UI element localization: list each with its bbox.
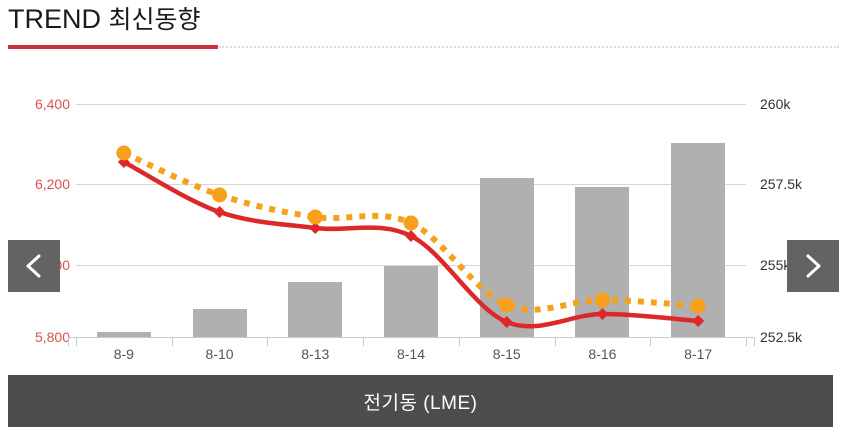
x-axis-tick [267, 338, 269, 346]
y-axis-right-tick: 255k [760, 257, 791, 273]
x-axis-tick [76, 338, 77, 346]
bar-8-13[interactable] [288, 282, 343, 338]
x-axis-label-8-16: 8-16 [588, 346, 617, 362]
footer-label: 전기동 (LME) [363, 392, 478, 414]
x-axis-label-8-13: 8-13 [301, 346, 330, 362]
page-title: TREND 최신동향 [8, 2, 201, 37]
title-dotted-divider [219, 46, 839, 48]
chart-header: TREND 최신동향 [0, 0, 841, 52]
x-axis-label-8-14: 8-14 [396, 346, 426, 362]
y-axis-left-tick: 6,400 [34, 96, 70, 112]
chevron-left-icon [26, 254, 41, 278]
gridline [76, 184, 746, 185]
x-axis-tick [171, 338, 173, 346]
chevron-right-icon [806, 254, 821, 278]
x-axis-tick [363, 338, 365, 346]
prev-chart-button[interactable] [8, 240, 60, 292]
gridline [76, 104, 746, 105]
x-axis-tick [554, 338, 556, 346]
y-axis-right-tick: 252.5k [760, 329, 803, 345]
x-axis-tick [746, 338, 747, 346]
y-axis-right: 260k 257.5k 255k 252.5k [760, 0, 841, 435]
y-axis-right-tick: 257.5k [760, 176, 803, 192]
x-axis-label-8-17: 8-17 [684, 346, 713, 362]
x-axis-tick [458, 338, 460, 346]
plot-area [68, 90, 754, 338]
bar-8-14[interactable] [384, 266, 438, 338]
y-axis-left-tick: 6,200 [34, 176, 70, 192]
x-axis-label-8-15: 8-15 [492, 346, 521, 362]
page-title-ko: 최신동향 [108, 6, 201, 34]
chart-footer[interactable]: 전기동 (LME) [8, 375, 833, 427]
bar-8-16[interactable] [575, 187, 630, 338]
x-axis-tick [650, 338, 652, 346]
bar-8-9[interactable] [96, 332, 151, 338]
x-axis-tick [754, 338, 755, 346]
x-axis-tick [68, 338, 69, 346]
bar-8-17[interactable] [671, 143, 726, 338]
page-title-en: TREND [8, 4, 101, 34]
next-chart-button[interactable] [787, 240, 839, 292]
y-axis-left-tick: 5,800 [34, 329, 70, 345]
y-axis-right-tick: 260k [760, 96, 791, 112]
title-accent-underline [8, 45, 218, 49]
bar-8-15[interactable] [479, 178, 534, 338]
x-axis-label-8-9: 8-9 [113, 346, 134, 362]
x-axis-baseline [68, 337, 754, 338]
x-axis-label-8-10: 8-10 [205, 346, 234, 362]
bar-8-10[interactable] [192, 309, 247, 338]
